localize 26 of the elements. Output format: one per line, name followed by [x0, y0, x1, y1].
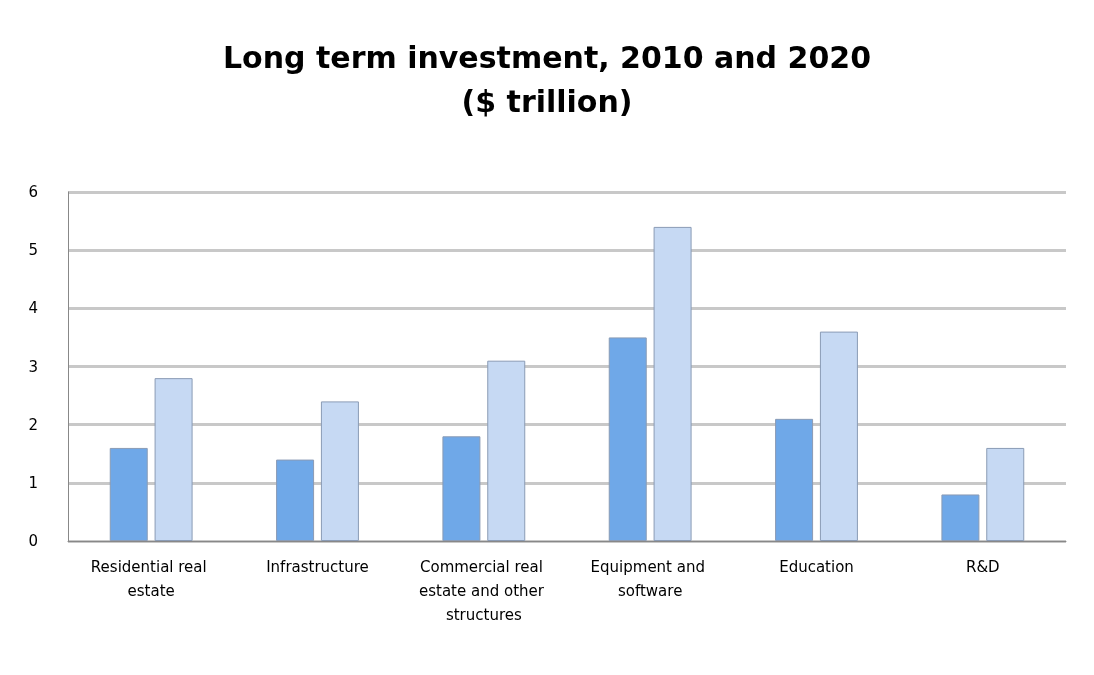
bar: [653, 226, 692, 541]
bar: [109, 447, 148, 541]
bar: [775, 418, 814, 541]
bar: [154, 378, 193, 541]
bar: [276, 459, 315, 541]
bar: [819, 331, 858, 541]
y-tick-label: 0: [28, 532, 38, 550]
x-tick-label: Equipment and software: [590, 558, 710, 600]
y-tick-label: 3: [28, 357, 38, 376]
bar: [487, 360, 526, 541]
y-tick-label: 1: [28, 473, 38, 492]
bar: [941, 494, 980, 541]
x-tick-label: Infrastructure: [266, 558, 369, 576]
x-tick-label: Education: [779, 558, 854, 576]
y-tick-label: 6: [28, 183, 38, 201]
chart-title: Long term investment, 2010 and 2020 ($ trillion): [222, 39, 872, 119]
x-tick-label: Commercial real estate and other structures: [418, 558, 549, 624]
y-tick-label: 2: [28, 415, 38, 434]
bar: [320, 401, 359, 541]
y-tick-label: 5: [28, 241, 38, 260]
x-tick-label: Residential real estate: [90, 558, 212, 600]
bar: [608, 337, 647, 541]
y-tick-label: 4: [28, 299, 38, 318]
bar: [986, 447, 1025, 541]
x-tick-label: R&D: [966, 558, 1000, 576]
bar: [442, 436, 481, 541]
